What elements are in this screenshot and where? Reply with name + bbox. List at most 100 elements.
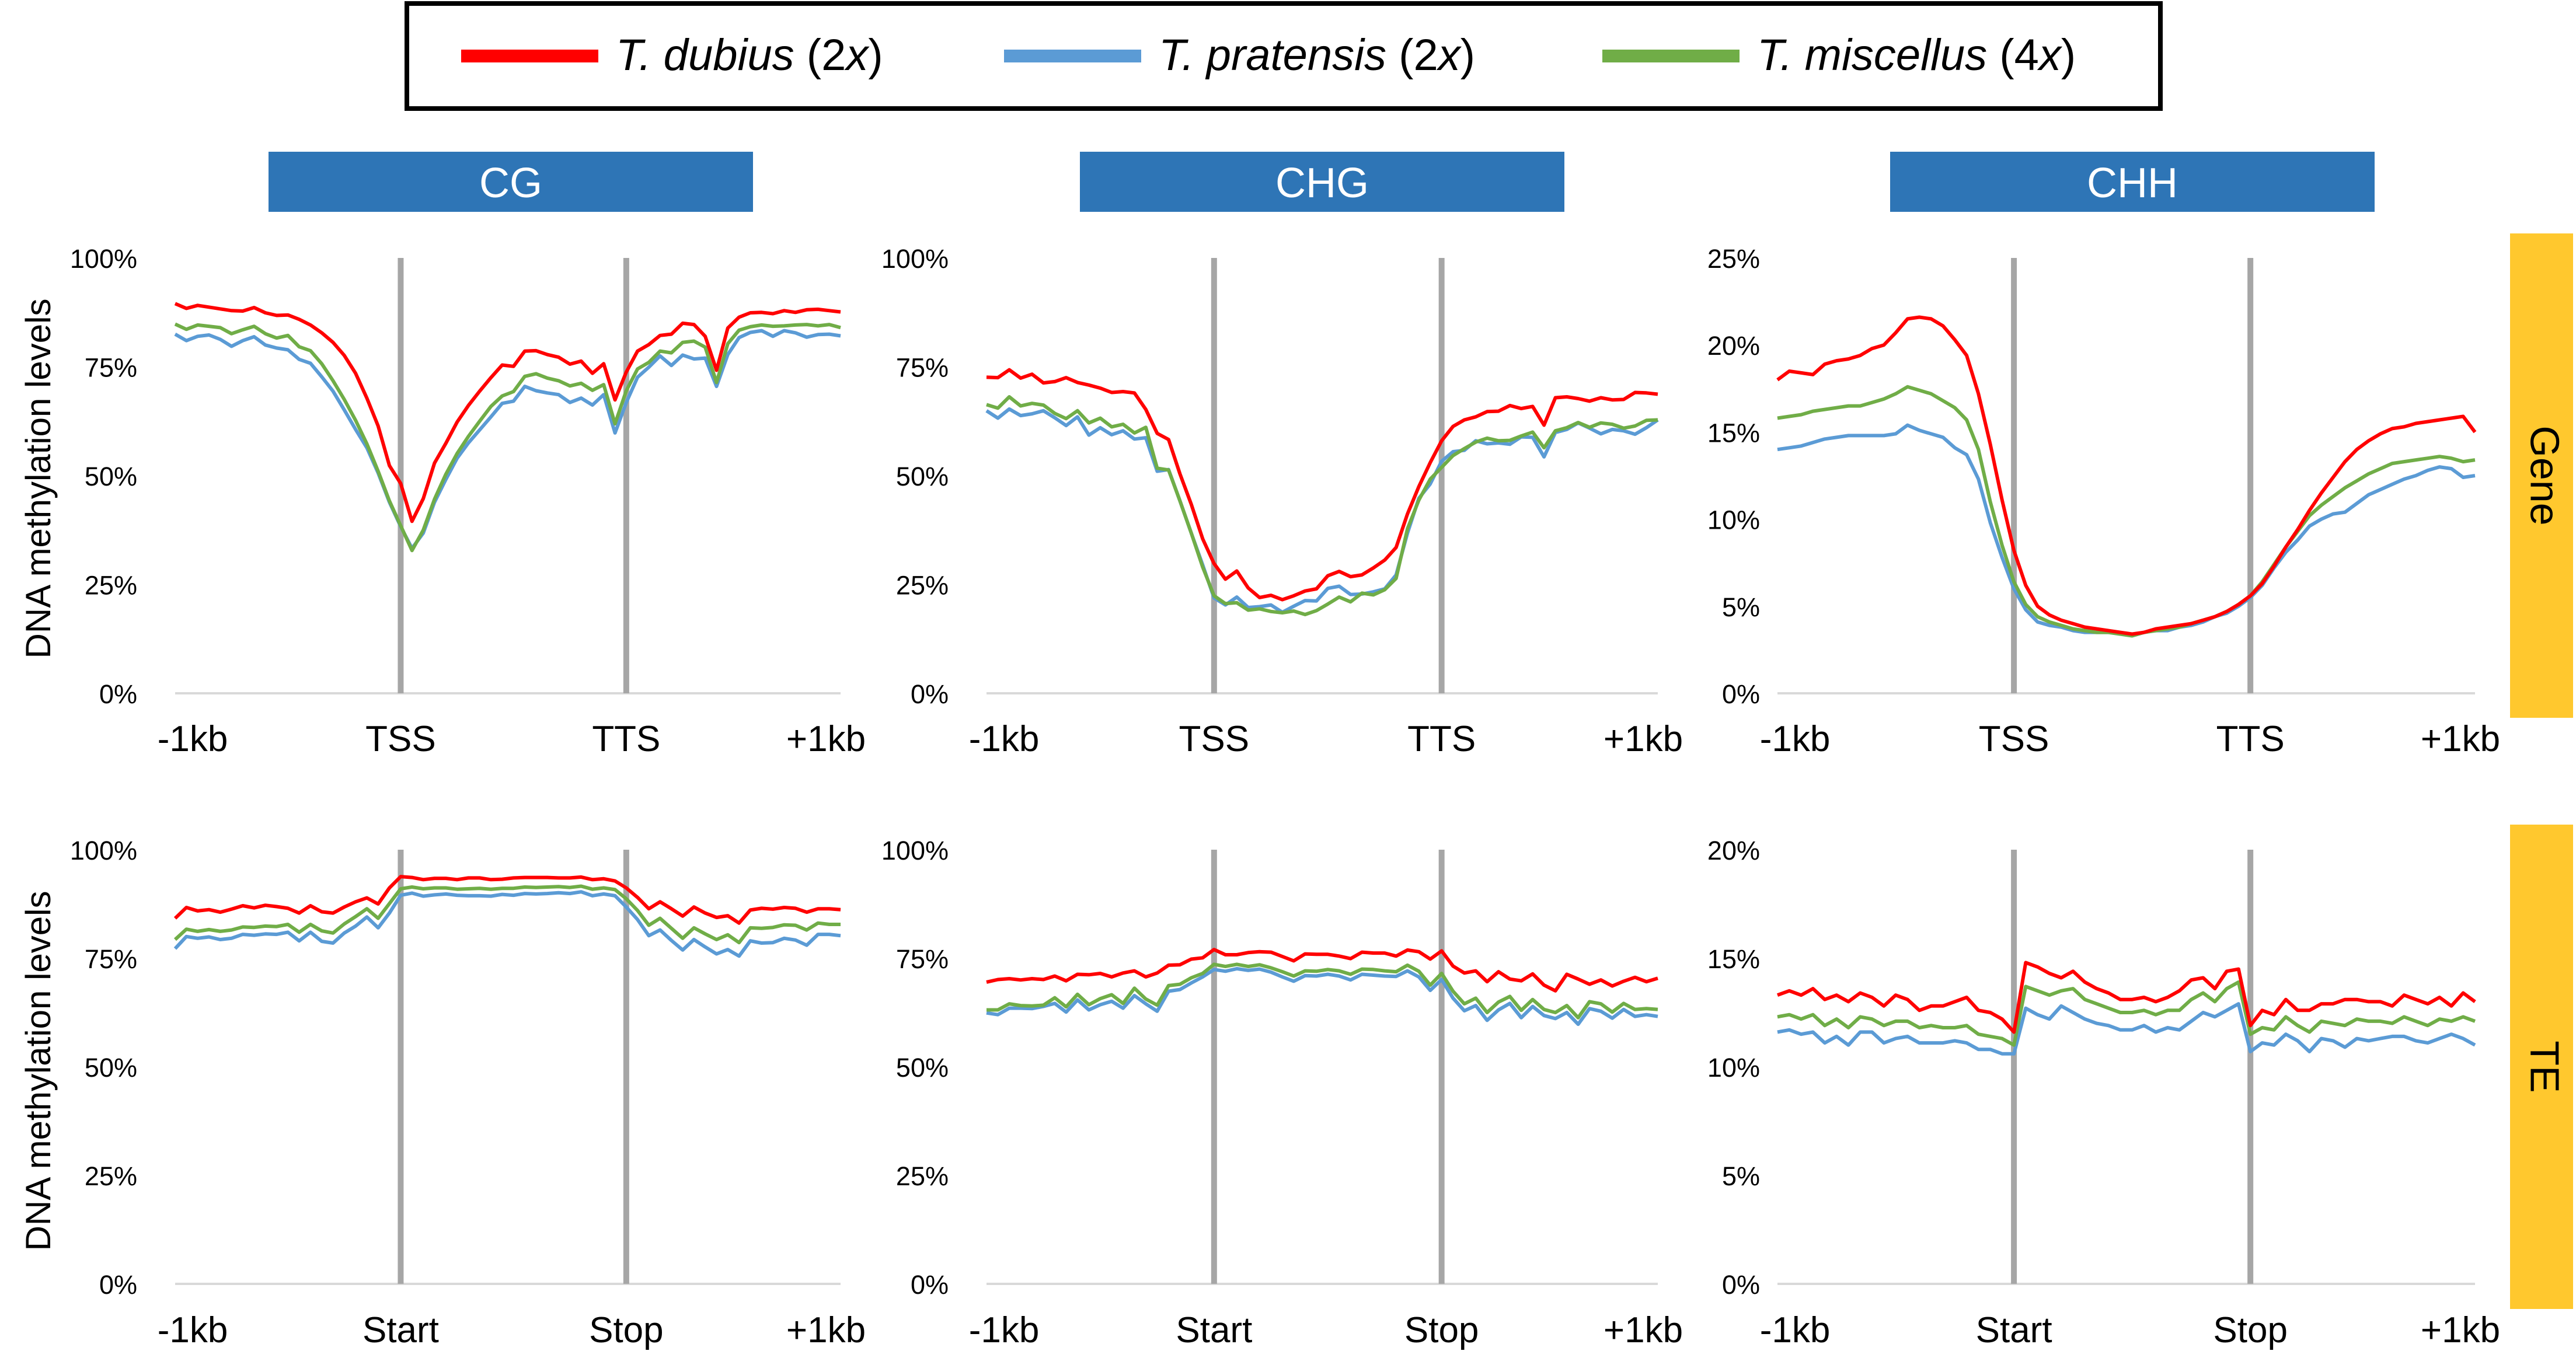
series-line-pratensis [985, 407, 1659, 615]
chart-gene-chh: 0% 5% 10% 15% 20% 25% -1kb TSS TTS +1kb [1707, 244, 2500, 759]
y-tick-label: 100% [70, 836, 137, 865]
y-axis-labels: DNA methylation levels DNA methylation le… [19, 299, 58, 1251]
row-label-gene: Gene [2510, 233, 2573, 718]
series-line-pratensis [1777, 423, 2476, 638]
x-tick-label: +1kb [786, 1310, 866, 1350]
y-tick-label: 75% [896, 353, 949, 383]
x-tick-label: -1kb [1760, 1310, 1831, 1350]
legend-label-pratensis: T. pratensis (2x) [1159, 30, 1475, 80]
y-tick-label: 10% [1707, 1053, 1760, 1083]
legend-item-pratensis: T. pratensis (2x) [1004, 30, 1475, 80]
series-line-miscellus [173, 884, 841, 945]
x-tick-label: +1kb [2421, 1310, 2500, 1350]
chart-gene-chg: 0% 25% 50% 75% 100% -1kb TSS TTS +1kb [881, 244, 1683, 759]
x-tick-label: Start [1176, 1310, 1252, 1350]
x-tick-label: TSS [1179, 719, 1250, 759]
y-tick-label: 0% [911, 679, 949, 709]
x-tick-label: TTS [592, 719, 660, 759]
series-line-dubius [1776, 961, 2476, 1034]
row-label-te: TE [2510, 825, 2573, 1309]
y-tick-label: 100% [70, 244, 137, 274]
y-tick-label: 20% [1707, 836, 1760, 865]
x-tick-label: -1kb [158, 1310, 228, 1350]
y-tick-label: 75% [85, 944, 137, 974]
column-header-label: CHG [1275, 160, 1369, 207]
y-tick-label: 25% [896, 1161, 949, 1191]
column-headers: CG CHG CHH [269, 152, 2375, 212]
y-tick-label: 0% [99, 679, 137, 709]
chart-panels: 0% 25% 50% 75% 100% -1kb TSS TTS +1kb 0% 25% 50% 75%… [70, 244, 2500, 1350]
chart-te-chh: 0% 5% 10% 15% 20% -1kb Start Stop +1kb [1707, 836, 2500, 1350]
x-tick-label: Start [362, 1310, 439, 1350]
x-tick-label: Start [1976, 1310, 2052, 1350]
y-tick-label: 10% [1707, 505, 1760, 535]
column-header-bg [1080, 152, 1564, 212]
x-tick-label: Stop [2213, 1310, 2288, 1350]
x-tick-label: TSS [365, 719, 436, 759]
x-tick-label: Stop [1404, 1310, 1479, 1350]
y-tick-label: 25% [85, 571, 137, 601]
series-line-miscellus [174, 322, 841, 553]
column-header-label: CHH [2087, 160, 2178, 207]
y-tick-label: 25% [85, 1161, 137, 1191]
column-header-bg [1890, 152, 2375, 212]
y-tick-label: 0% [99, 1270, 137, 1300]
row-label-text: TE [2522, 1041, 2568, 1092]
x-tick-label: TTS [1407, 719, 1476, 759]
column-header-label: CG [479, 160, 542, 207]
chart-te-chg: 0% 25% 50% 75% 100% -1kb Start Stop +1kb [881, 836, 1683, 1350]
legend-box [405, 1, 2163, 111]
series-line-dubius [174, 302, 841, 523]
x-tick-label: +1kb [1604, 719, 1683, 759]
y-tick-label: 75% [896, 944, 949, 974]
row-label-bg [2510, 825, 2573, 1309]
y-tick-label: 75% [85, 353, 137, 383]
y-tick-label: 5% [1722, 1161, 1760, 1191]
legend: T. dubius (2x) T. pratensis (2x) T. miscel… [405, 1, 2163, 111]
x-tick-label: -1kb [158, 719, 228, 759]
series-line-miscellus [986, 395, 1658, 616]
y-tick-label: 15% [1707, 418, 1760, 448]
column-header-chh: CHH [1890, 152, 2375, 212]
y-tick-label: 20% [1707, 331, 1760, 361]
legend-label-miscellus: T. miscellus (4x) [1757, 30, 2076, 80]
column-header-cg: CG [269, 152, 753, 212]
y-tick-label: 50% [85, 462, 137, 491]
x-tick-label: -1kb [969, 1310, 1040, 1350]
y-tick-label: 0% [911, 1270, 949, 1300]
x-tick-label: TTS [2216, 719, 2285, 759]
series-line-miscellus [1777, 385, 2476, 638]
row-labels: Gene TE [2510, 233, 2573, 1309]
y-tick-label: 15% [1707, 944, 1760, 974]
y-tick-label: 25% [896, 571, 949, 601]
column-header-chg: CHG [1080, 152, 1564, 212]
y-tick-label: 50% [896, 462, 949, 491]
y-tick-label: 25% [1707, 244, 1760, 274]
y-tick-label: 0% [1722, 1270, 1760, 1300]
x-tick-label: -1kb [969, 719, 1040, 759]
chart-gene-cg: 0% 25% 50% 75% 100% -1kb TSS TTS +1kb [70, 244, 866, 759]
row-label-text: Gene [2522, 425, 2568, 525]
y-tick-label: 0% [1722, 679, 1760, 709]
series-line-pratensis [174, 329, 841, 550]
column-header-bg [269, 152, 753, 212]
x-tick-label: TSS [1979, 719, 2049, 759]
x-tick-label: +1kb [786, 719, 866, 759]
y-tick-label: 5% [1722, 592, 1760, 622]
series-line-dubius [986, 368, 1658, 602]
x-tick-label: +1kb [2421, 719, 2500, 759]
series-line-dubius [173, 875, 841, 925]
row-label-bg [2510, 233, 2573, 718]
chart-te-cg: 0% 25% 50% 75% 100% -1kb Start Stop +1kb [70, 836, 866, 1350]
y-tick-label: 100% [881, 244, 949, 274]
y-axis-label: DNA methylation levels [19, 891, 58, 1251]
y-axis-label: DNA methylation levels [19, 299, 58, 659]
x-tick-label: +1kb [1604, 1310, 1683, 1350]
legend-item-dubius: T. dubius (2x) [461, 30, 883, 80]
series-line-dubius [986, 948, 1658, 993]
y-tick-label: 50% [896, 1053, 949, 1083]
series-line-pratensis [173, 890, 841, 958]
series-line-pratensis [986, 966, 1658, 1027]
series-line-pratensis [1777, 1002, 2476, 1056]
x-tick-label: Stop [589, 1310, 664, 1350]
